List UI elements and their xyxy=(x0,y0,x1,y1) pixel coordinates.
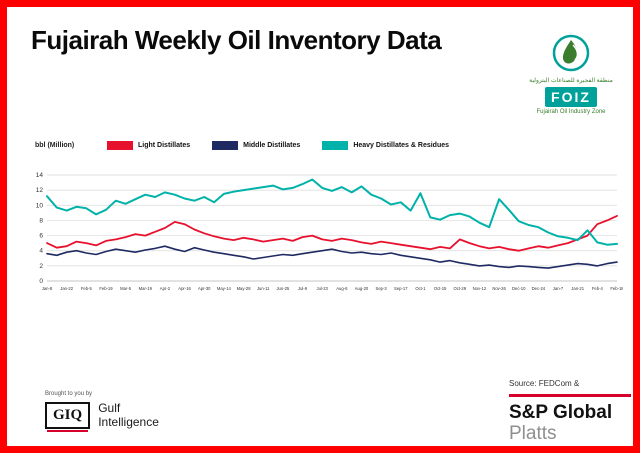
legend-label-heavy: Heavy Distillates & Residues xyxy=(353,142,450,149)
legend-item-middle: Middle Distillates xyxy=(212,141,300,150)
svg-text:Mar-5: Mar-5 xyxy=(120,286,132,291)
page-title: Fujairah Weekly Oil Inventory Data xyxy=(31,25,442,55)
brought-by-text: Brought to you by xyxy=(45,391,93,397)
svg-text:Jan-22: Jan-22 xyxy=(60,286,73,291)
svg-text:May-28: May-28 xyxy=(237,286,252,291)
svg-text:0: 0 xyxy=(39,278,43,285)
legend-swatch-light xyxy=(107,141,133,150)
foiz-logo: منطقة الفجيرة للصناعات البترولية FOIZ Fu… xyxy=(525,33,617,115)
chart-legend: Light Distillates Middle Distillates Hea… xyxy=(107,141,449,150)
legend-label-light: Light Distillates xyxy=(138,142,191,149)
svg-text:Jun-25: Jun-25 xyxy=(276,286,289,291)
svg-text:May-14: May-14 xyxy=(217,286,232,291)
inventory-chart: 0 2 4 6 8 10 12 14 Jan-8 Jan-22 Feb-5 Feb-19 Mar-5 Ma… xyxy=(36,172,625,291)
svg-text:Jan-8: Jan-8 xyxy=(42,286,53,291)
chart-area: 0 2 4 6 8 10 12 14 Jan-8 Jan-22 Feb-5 Feb-19 Mar-5 Ma… xyxy=(31,169,625,307)
legend-swatch-heavy xyxy=(322,141,349,150)
svg-text:Sep-3: Sep-3 xyxy=(376,286,388,291)
svg-text:Dec-24: Dec-24 xyxy=(532,286,546,291)
svg-text:Apr-2: Apr-2 xyxy=(160,286,171,291)
svg-text:Feb-18: Feb-18 xyxy=(610,286,623,291)
svg-text:Sep-17: Sep-17 xyxy=(394,286,408,291)
gulf-intelligence-wordmark: Gulf Intelligence xyxy=(98,401,159,429)
svg-text:Mar-19: Mar-19 xyxy=(139,286,153,291)
svg-text:6: 6 xyxy=(39,233,43,240)
y-axis-caption: bbl (Million) xyxy=(35,142,75,149)
source-attribution: Source: FEDCom & S&P Global Platts xyxy=(509,379,631,444)
svg-text:Aug-6: Aug-6 xyxy=(336,286,348,291)
svg-text:Apr-16: Apr-16 xyxy=(178,286,191,291)
legend-swatch-middle xyxy=(212,141,239,150)
svg-text:10: 10 xyxy=(36,202,44,209)
svg-text:4: 4 xyxy=(39,248,43,255)
svg-text:Nov-26: Nov-26 xyxy=(492,286,506,291)
giq-logo: GIQ Gulf Intelligence xyxy=(45,401,159,432)
intelligence-word: Intelligence xyxy=(98,415,159,429)
svg-text:Jun-11: Jun-11 xyxy=(257,286,270,291)
gulf-word: Gulf xyxy=(98,401,121,415)
svg-text:Feb-5: Feb-5 xyxy=(81,286,93,291)
svg-text:Oct-1: Oct-1 xyxy=(415,286,426,291)
svg-text:Aug-20: Aug-20 xyxy=(355,286,369,291)
svg-text:Jul-23: Jul-23 xyxy=(316,286,328,291)
svg-text:Feb-19: Feb-19 xyxy=(99,286,113,291)
svg-text:Nov-12: Nov-12 xyxy=(473,286,487,291)
source-text: Source: FEDCom & xyxy=(509,379,580,388)
foiz-tagline: Fujairah Oil Industry Zone xyxy=(536,109,606,115)
svg-text:8: 8 xyxy=(39,217,43,224)
legend-label-middle: Middle Distillates xyxy=(243,142,301,149)
legend-item-heavy: Heavy Distillates & Residues xyxy=(322,141,449,150)
svg-text:Jan-7: Jan-7 xyxy=(553,286,564,291)
svg-text:Dec-10: Dec-10 xyxy=(512,286,526,291)
sp-global-wordmark: S&P Global xyxy=(509,402,613,423)
svg-text:Oct-29: Oct-29 xyxy=(453,286,466,291)
svg-text:Jul-9: Jul-9 xyxy=(298,286,308,291)
foiz-droplet-icon xyxy=(552,34,590,72)
giq-logo-box: GIQ xyxy=(45,401,91,432)
foiz-arabic-text: منطقة الفجيرة للصناعات البترولية xyxy=(529,78,613,84)
svg-text:2: 2 xyxy=(39,263,43,270)
svg-text:Jan-21: Jan-21 xyxy=(571,286,584,291)
svg-text:14: 14 xyxy=(36,172,44,179)
legend-item-light: Light Distillates xyxy=(107,141,190,150)
svg-text:12: 12 xyxy=(36,187,44,194)
foiz-acronym: FOIZ xyxy=(545,87,597,107)
sp-red-rule xyxy=(509,394,631,397)
svg-text:Feb-4: Feb-4 xyxy=(592,286,604,291)
platts-wordmark: Platts xyxy=(509,423,557,444)
svg-text:Oct-15: Oct-15 xyxy=(434,286,447,291)
svg-text:Apr-30: Apr-30 xyxy=(198,286,211,291)
